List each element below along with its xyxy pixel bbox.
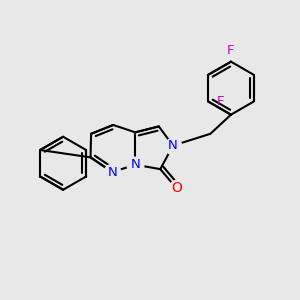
Text: N: N [168,139,178,152]
Text: F: F [217,95,224,108]
Text: N: N [107,166,117,178]
Text: O: O [171,181,182,195]
Text: N: N [130,158,140,171]
Text: F: F [227,44,235,57]
